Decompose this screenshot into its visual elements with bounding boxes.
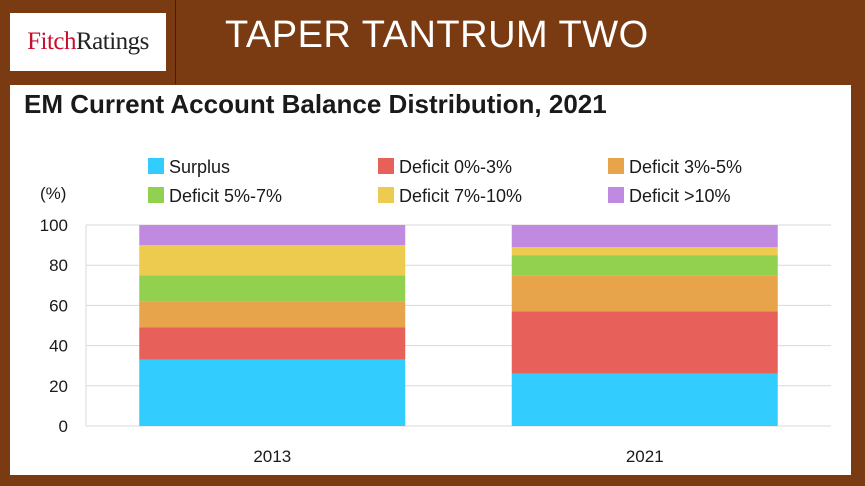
legend-label: Deficit 0%-3% — [399, 157, 512, 177]
chart-title: EM Current Account Balance Distribution,… — [24, 89, 607, 119]
bar-segment — [139, 275, 406, 302]
legend-swatch — [148, 158, 164, 174]
slide-title: TAPER TANTRUM TWO — [225, 14, 649, 56]
y-tick-label: 0 — [59, 417, 68, 436]
legend-swatch — [608, 187, 624, 203]
bar-segment — [511, 255, 778, 276]
bar-segment — [139, 359, 406, 426]
legend-label: Deficit 5%-7% — [169, 186, 282, 206]
fitch-ratings-logo: Fitch Ratings — [10, 13, 166, 71]
y-tick-label: 40 — [49, 337, 68, 356]
legend-label: Deficit 3%-5% — [629, 157, 742, 177]
bar-segment — [139, 327, 406, 360]
bar-segment — [139, 245, 406, 276]
chart-panel: EM Current Account Balance Distribution,… — [10, 85, 851, 475]
x-tick-label: 2021 — [626, 447, 664, 466]
y-tick-label: 60 — [49, 296, 68, 315]
legend-swatch — [378, 187, 394, 203]
y-tick-label: 20 — [49, 377, 68, 396]
legend-label: Deficit 7%-10% — [399, 186, 522, 206]
logo-fitch: Fitch — [27, 28, 76, 55]
legend-swatch — [608, 158, 624, 174]
logo-ratings: Ratings — [76, 28, 149, 55]
legend-swatch — [378, 158, 394, 174]
y-tick-label: 80 — [49, 256, 68, 275]
bar-segment — [511, 311, 778, 374]
header-bar: Fitch Ratings TAPER TANTRUM TWO — [0, 0, 865, 84]
bar-segment — [511, 247, 778, 256]
legend-label: Deficit >10% — [629, 186, 731, 206]
legend-label: Surplus — [169, 157, 230, 177]
chart-svg: Surplus Deficit 0%-3% Deficit 3%-5% Deficit… — [40, 157, 831, 466]
bar-segment — [511, 373, 778, 426]
y-tick-label: 100 — [40, 216, 68, 235]
bar-segment — [139, 225, 406, 246]
bar-segment — [511, 275, 778, 312]
y-axis-unit-label: (%) — [40, 184, 66, 203]
bar-segment — [511, 225, 778, 248]
header-divider — [175, 0, 176, 84]
logo-text: Fitch Ratings — [10, 13, 166, 71]
x-tick-label: 2013 — [253, 447, 291, 466]
legend-swatch — [148, 187, 164, 203]
bar-segment — [139, 301, 406, 328]
